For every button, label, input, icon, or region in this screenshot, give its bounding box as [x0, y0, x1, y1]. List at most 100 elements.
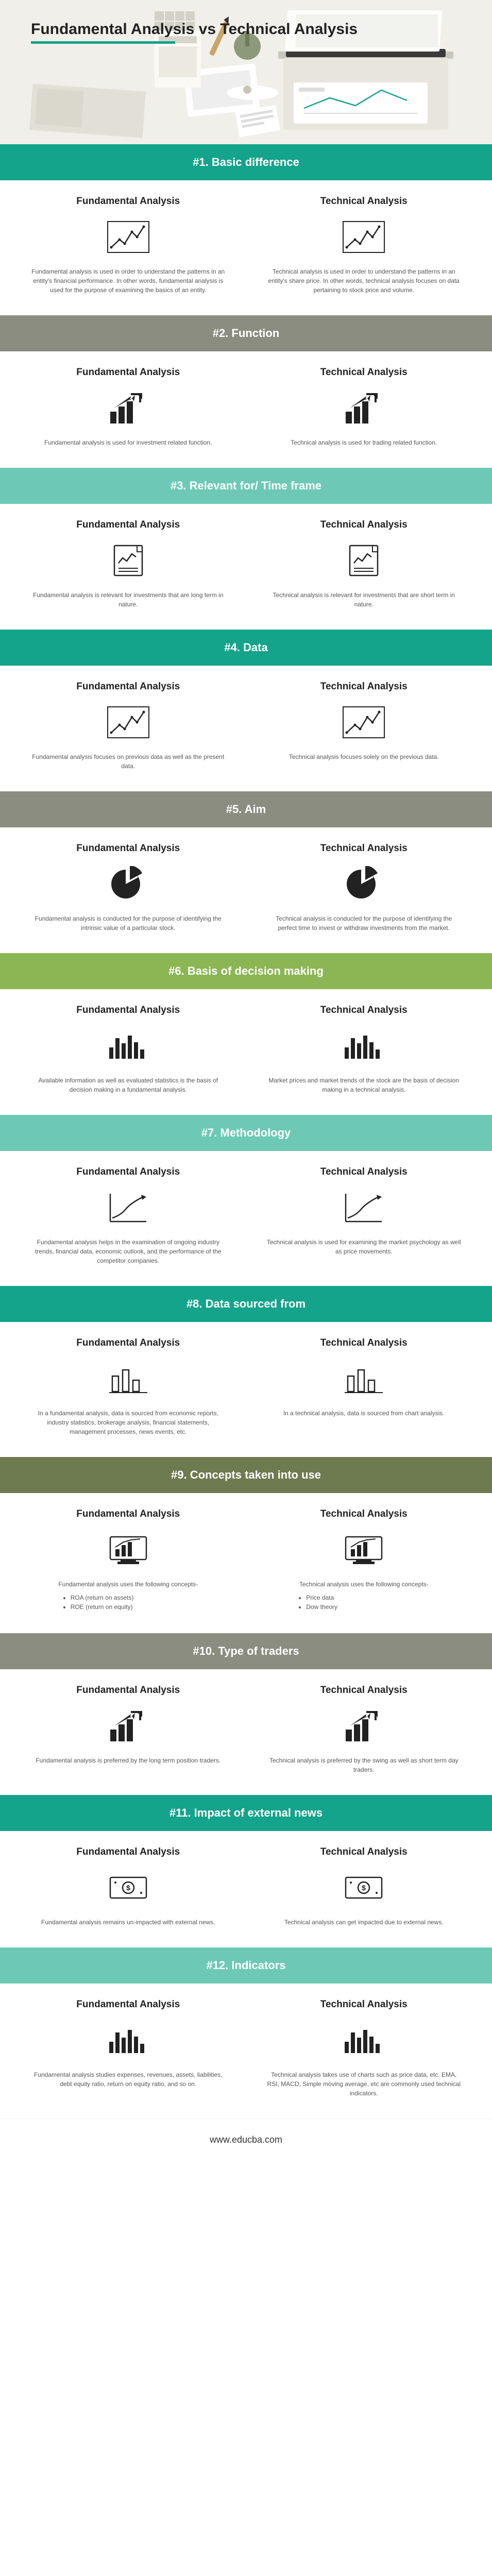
description-text: In a fundamental analysis, data is sourc…: [31, 1409, 226, 1436]
section-title: Impact of external news: [194, 1806, 323, 1819]
section-number: #5.: [226, 803, 242, 816]
money-icon: [31, 1867, 226, 1908]
column-heading: Fundamental Analysis: [31, 1337, 226, 1349]
line-chart-icon: [267, 216, 462, 258]
section-header: #10. Type of traders: [0, 1633, 492, 1669]
column-heading: Technical Analysis: [267, 1337, 462, 1349]
section-title: Type of traders: [218, 1645, 299, 1657]
right-column: Technical Analysis In a technical analysi…: [267, 1337, 462, 1436]
column-heading: Fundamental Analysis: [31, 1999, 226, 2010]
section-number: #1.: [193, 156, 209, 168]
rising-line-icon: [267, 1187, 462, 1228]
column-heading: Technical Analysis: [267, 367, 462, 378]
left-column: Fundamental AnalysisFundamental analysis…: [31, 1999, 226, 2098]
column-heading: Technical Analysis: [267, 1846, 462, 1858]
bars-icon: [31, 2020, 226, 2061]
right-column: Technical Analysis Technical analysis is …: [267, 843, 462, 933]
pie-icon: [267, 863, 462, 905]
footer: www.educba.com: [0, 2119, 492, 2161]
comparison-row: Fundamental Analysis Fundamental analysis…: [0, 666, 492, 791]
bars-icon: [31, 1025, 226, 1066]
right-column: Technical AnalysisTechnical analysis is …: [267, 1685, 462, 1774]
bar-arrow-icon: [267, 387, 462, 429]
description-text: In a technical analysis, data is sourced…: [267, 1409, 462, 1418]
column-heading: Technical Analysis: [267, 519, 462, 531]
description-text: Fundamental analysis is used in order to…: [31, 267, 226, 295]
left-column: Fundamental AnalysisFundamental analysis…: [31, 843, 226, 933]
pie-icon: [31, 863, 226, 905]
description-text: Technical analysis uses the following co…: [267, 1580, 462, 1589]
section-title: Basic difference: [212, 156, 299, 168]
description-text: Fundamental analysis helps in the examin…: [31, 1238, 226, 1265]
doc-chart-icon: [267, 540, 462, 581]
description-text: Fundamental analysis focuses on previous…: [31, 752, 226, 771]
infographic-container: Fundamental Analysis vs Technical Analys…: [0, 0, 492, 2161]
comparison-row: Fundamental AnalysisFundamental analysis…: [0, 1669, 492, 1795]
section-header: #4. Data: [0, 630, 492, 666]
column-heading: Technical Analysis: [267, 1166, 462, 1178]
right-column: Technical Analysis Technical analysis foc…: [267, 681, 462, 771]
left-column: Fundamental AnalysisAvailable informatio…: [31, 1005, 226, 1094]
left-column: Fundamental Analysis In a fundamental ana…: [31, 1337, 226, 1436]
section-header: #8. Data sourced from: [0, 1286, 492, 1322]
right-column: Technical Analysis Technical analysis tak…: [267, 1999, 462, 2098]
column-heading: Fundamental Analysis: [31, 1685, 226, 1696]
section-header: #12. Indicators: [0, 1947, 492, 1984]
section-number: #2.: [213, 327, 229, 340]
section-number: #9.: [171, 1468, 187, 1481]
section-title: Data: [243, 641, 268, 654]
description-text: Fundamental analysis is used for investm…: [31, 438, 226, 447]
description-text: Technical analysis takes use of charts s…: [267, 2070, 462, 2098]
description-text: Technical analysis focuses solely on the…: [267, 752, 462, 761]
description-text: Market prices and market trends of the s…: [267, 1076, 462, 1094]
comparison-row: Fundamental AnalysisFundamental analysis…: [0, 1984, 492, 2119]
description-text: Fundamental analysis uses the following …: [31, 1580, 226, 1589]
section-title: Indicators: [231, 1959, 285, 1972]
line-chart-icon: [31, 702, 226, 743]
section-title: Methodology: [220, 1126, 291, 1139]
description-text: Technical analysis is conducted for the …: [267, 914, 462, 933]
comparison-row: Fundamental AnalysisFundamental analysis…: [0, 1831, 492, 1947]
right-column: Technical Analysis Technical analysis is …: [267, 1166, 462, 1265]
section-number: #7.: [201, 1126, 217, 1139]
comparison-row: Fundamental AnalysisFundamental analysis…: [0, 180, 492, 315]
screen-chart-icon: [267, 1529, 462, 1570]
column-heading: Technical Analysis: [267, 681, 462, 692]
line-chart-icon: [267, 702, 462, 743]
column-heading: Fundamental Analysis: [31, 1166, 226, 1178]
section-number: #8.: [186, 1297, 202, 1310]
section-title: Concepts taken into use: [190, 1468, 321, 1481]
section-header: #1. Basic difference: [0, 144, 492, 180]
column-heading: Technical Analysis: [267, 1005, 462, 1016]
left-column: Fundamental AnalysisFundamental analysis…: [31, 519, 226, 609]
line-chart-icon: [31, 216, 226, 258]
left-column: Fundamental AnalysisFundamental analysis…: [31, 1846, 226, 1927]
bars-alt-icon: [31, 1358, 226, 1399]
bars-icon: [267, 1025, 462, 1066]
section-number: #6.: [168, 964, 184, 977]
footer-url: www.educba.com: [210, 2134, 282, 2145]
description-text: Fundamental analysis is relevant for inv…: [31, 590, 226, 609]
description-text: Fundamental analysis is conducted for th…: [31, 914, 226, 933]
column-heading: Fundamental Analysis: [31, 681, 226, 692]
bar-arrow-icon: [31, 1705, 226, 1747]
description-text: Technical analysis is relevant for inves…: [267, 590, 462, 609]
column-heading: Fundamental Analysis: [31, 1846, 226, 1858]
column-heading: Technical Analysis: [267, 1999, 462, 2010]
section-number: #4.: [224, 641, 240, 654]
section-header: #3. Relevant for/ Time frame: [0, 468, 492, 504]
hero-section: Fundamental Analysis vs Technical Analys…: [0, 0, 492, 144]
screen-chart-icon: [31, 1529, 226, 1570]
section-title: Data sourced from: [206, 1297, 306, 1310]
comparison-row: Fundamental Analysis Fundamental analysis…: [0, 1151, 492, 1286]
column-heading: Technical Analysis: [267, 843, 462, 854]
comparison-row: Fundamental AnalysisFundamental analysis…: [0, 827, 492, 953]
bar-arrow-icon: [267, 1705, 462, 1747]
section-title: Aim: [245, 803, 266, 816]
section-header: #7. Methodology: [0, 1115, 492, 1151]
description-text: Technical analysis is used for examining…: [267, 1238, 462, 1256]
column-heading: Technical Analysis: [267, 1685, 462, 1696]
bullet-list: ROA (return on assets)ROE (return on equ…: [61, 1594, 195, 1611]
section-number: #10.: [193, 1645, 215, 1657]
bullet-item: Price data: [306, 1594, 431, 1601]
